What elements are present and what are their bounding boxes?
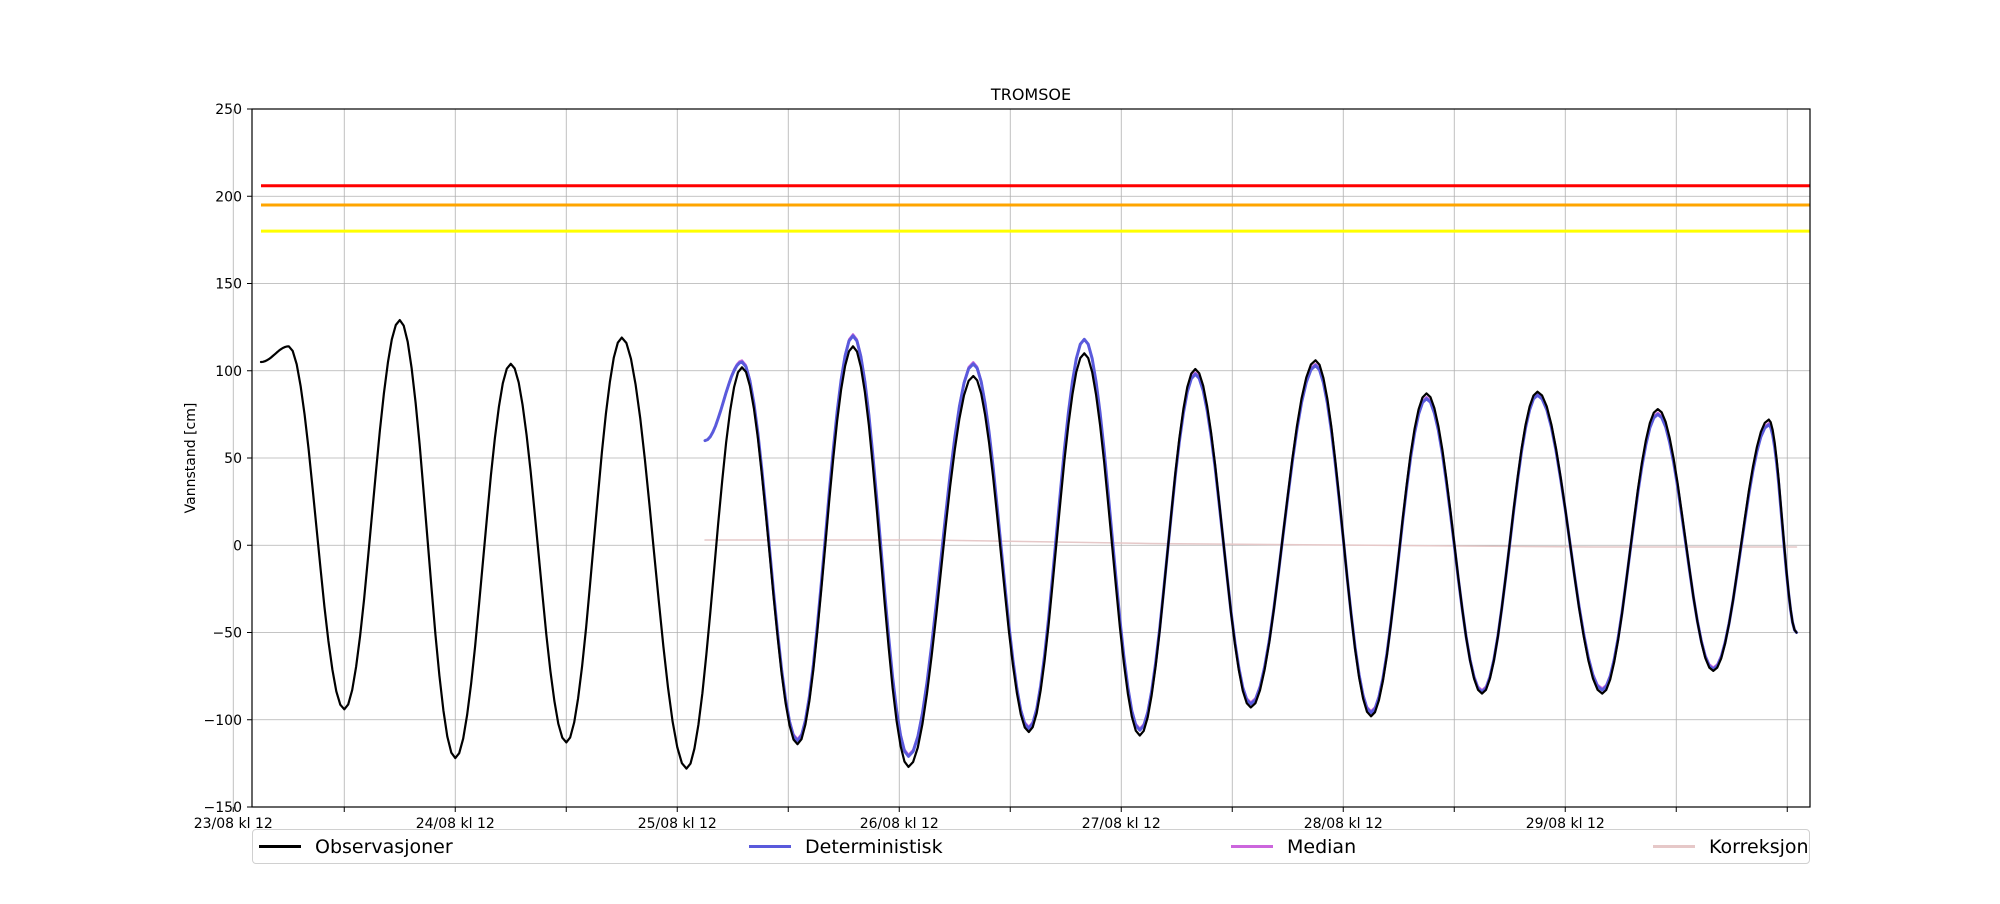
y-axis-ticks: −150 −100 −50 0 50 100 150 200 250 — [204, 102, 252, 816]
y-tick-label: −150 — [204, 800, 242, 816]
y-tick-label: 250 — [215, 102, 242, 118]
legend-swatch — [259, 845, 301, 848]
y-axis-label: Vannstand [cm] — [183, 403, 199, 514]
y-tick-label: 100 — [215, 364, 242, 380]
y-tick-label: 150 — [215, 277, 242, 293]
legend: Observasjoner Deterministisk Median Korreks… — [252, 829, 1810, 864]
series-line-korreksjon — [704, 539, 1798, 548]
legend-swatch — [1231, 845, 1273, 848]
legend-label: Observasjoner — [315, 835, 453, 858]
legend-item-observasjoner: Observasjoner — [259, 830, 453, 863]
y-tick-label: 50 — [224, 451, 242, 467]
legend-item-median: Median — [1231, 830, 1356, 863]
y-tick-label: −100 — [204, 713, 242, 729]
x-tick-label: 26/08 kl 12 — [860, 816, 939, 832]
y-tick-label: −50 — [212, 626, 242, 642]
chart-title: TROMSOE — [990, 85, 1071, 104]
x-tick-label: 29/08 kl 12 — [1526, 816, 1605, 832]
legend-label: Median — [1287, 835, 1357, 858]
y-tick-label: 0 — [233, 538, 242, 554]
x-tick-label: 28/08 kl 12 — [1304, 816, 1383, 832]
legend-label: Deterministisk — [805, 835, 943, 858]
legend-item-korreksjon: Korreksjon — [1653, 830, 1809, 863]
x-axis-ticks: 23/08 kl 12 24/08 kl 12 25/08 kl 12 26/08 k… — [194, 807, 1788, 832]
legend-swatch — [749, 845, 791, 848]
x-tick-label: 27/08 kl 12 — [1082, 816, 1161, 832]
legend-item-deterministisk: Deterministisk — [749, 830, 943, 863]
legend-label: Korreksjon — [1709, 835, 1809, 858]
x-tick-label: 23/08 kl 12 — [194, 816, 273, 832]
x-tick-label: 24/08 kl 12 — [416, 816, 495, 832]
series-lines — [259, 319, 1798, 770]
series-line-deterministisk — [703, 334, 1798, 758]
legend-swatch — [1653, 845, 1695, 848]
grid-lines — [232, 108, 1810, 808]
y-tick-label: 200 — [215, 189, 242, 205]
threshold-lines — [261, 184, 1810, 233]
x-tick-label: 25/08 kl 12 — [638, 816, 717, 832]
series-line-observasjoner — [259, 319, 1798, 770]
